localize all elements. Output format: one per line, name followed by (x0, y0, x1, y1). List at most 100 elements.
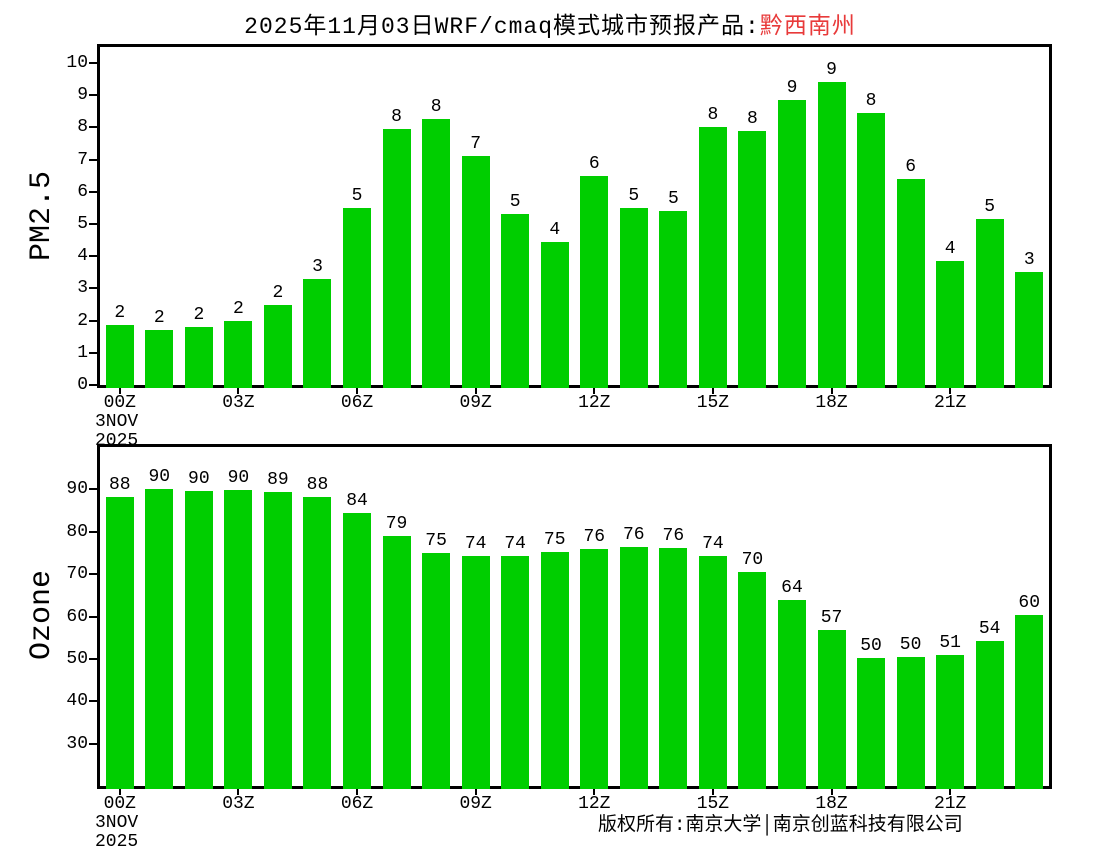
x-axis-tick (356, 789, 359, 795)
y-axis-tick (89, 742, 97, 745)
bar-value-label: 51 (939, 632, 961, 653)
x-axis-tick-label: 12Z (578, 393, 611, 413)
bar (501, 214, 530, 388)
y-axis-tick (89, 615, 97, 618)
y-axis-tick-label: 10 (66, 53, 88, 74)
bar (817, 630, 846, 789)
bar-value-label: 2 (153, 308, 165, 329)
bar-value-label: 64 (781, 577, 803, 598)
bar-value-label: 5 (667, 189, 679, 210)
y-axis-tick-label: 70 (66, 564, 88, 585)
y-axis-tick (89, 319, 97, 322)
bar-value-label: 76 (623, 525, 645, 545)
y-axis-tick-label: 0 (77, 375, 88, 395)
bar-value-label: 7 (470, 134, 482, 155)
bar-value-label: 90 (227, 468, 250, 489)
x-axis-tick-label: 00Z (103, 794, 136, 814)
y-axis-tick (89, 287, 97, 290)
x-axis-tick-label: 18Z (815, 794, 848, 814)
bar (382, 535, 411, 789)
bar (1015, 272, 1044, 388)
bar (184, 491, 213, 789)
bar-value-label: 8 (391, 107, 402, 128)
pm25-chart: 0 1 2 3 4 5 6 7 8 9 10 00Z 03Z 06Z 09Z 12Z 15Z 18Z 21Z 3NOV… (66, 44, 1052, 450)
y-axis-tick-label: 2 (77, 310, 88, 331)
bar-value-label: 70 (741, 550, 764, 570)
x-axis-tick-label: 18Z (815, 393, 848, 413)
x-axis-date-label: 3NOV (95, 813, 139, 833)
bar (975, 219, 1004, 388)
x-axis-tick-label: 03Z (222, 393, 255, 413)
bar (580, 175, 609, 388)
x-axis-tick (830, 789, 833, 795)
bar (303, 497, 332, 789)
bar-value-label: 5 (351, 185, 363, 206)
y-axis-tick (89, 384, 97, 386)
bar (501, 556, 530, 789)
title-region: 黔西南州 (759, 14, 856, 40)
y-axis-tick-label: 5 (77, 214, 88, 235)
bar-value-label: 3 (312, 256, 323, 277)
bar (184, 327, 213, 388)
bar (896, 656, 925, 789)
bar-value-label: 9 (826, 60, 837, 81)
bar (105, 497, 134, 789)
x-axis-tick-label: 06Z (340, 794, 374, 814)
y-axis-tick-label: 8 (77, 117, 88, 138)
y-axis-tick-label: 1 (77, 342, 88, 363)
x-axis-tick (356, 388, 359, 394)
bar (422, 119, 451, 388)
x-axis-tick-label: 15Z (696, 794, 730, 814)
x-axis-date-label: 3NOV (95, 412, 139, 432)
x-axis-tick (593, 789, 596, 795)
x-axis-tick (711, 789, 714, 795)
bar (461, 156, 490, 388)
bar-value-label: 90 (188, 469, 210, 490)
x-axis-date-label: 2025 (95, 832, 139, 850)
bar (936, 654, 965, 789)
bar-value-label: 2 (114, 303, 126, 324)
bar-value-label: 76 (583, 526, 606, 547)
bar-value-label: 84 (346, 490, 368, 511)
y-axis-tick (89, 190, 97, 193)
x-axis-tick-label: 09Z (459, 794, 492, 814)
bar-value-label: 5 (984, 197, 996, 218)
bar-value-label: 2 (232, 298, 244, 319)
bar-value-label: 75 (425, 530, 447, 551)
y-axis-tick-label: 3 (77, 278, 88, 299)
bar-value-label: 57 (820, 608, 843, 629)
bar (343, 512, 372, 789)
bar (263, 304, 292, 388)
x-axis-tick (118, 388, 121, 394)
x-axis-tick-label: 09Z (459, 393, 492, 413)
x-axis-tick (593, 388, 596, 394)
bar (659, 548, 688, 789)
bar-value-label: 88 (306, 475, 329, 496)
y-axis-tick (89, 255, 97, 258)
bar (540, 241, 569, 388)
bar-value-label: 5 (509, 192, 521, 213)
y-axis-tick-label: 90 (66, 479, 88, 500)
copyright-text: 版权所有:南京大学│南京创蓝科技有限公司 (598, 814, 963, 836)
y-axis-tick (89, 126, 97, 129)
bar (619, 207, 648, 388)
y-axis-tick-label: 40 (66, 691, 88, 712)
bar (857, 657, 886, 789)
bar-value-label: 6 (588, 153, 600, 174)
title-text: 2025年11月03日WRF/cmaq模式城市预报产品: (244, 14, 760, 40)
bar-value-label: 90 (148, 466, 171, 487)
x-axis-tick (949, 789, 952, 795)
bar (817, 82, 846, 388)
y-axis-tick-label: 60 (66, 606, 88, 627)
bar (896, 178, 925, 388)
bar (698, 127, 727, 388)
y-axis-tick (89, 158, 97, 161)
bar (777, 100, 806, 388)
y-axis-tick (89, 657, 97, 660)
bar (224, 490, 253, 789)
x-axis-tick-label: 21Z (933, 393, 967, 413)
x-axis-tick-label: 12Z (578, 794, 611, 814)
y-axis-tick-label: 50 (66, 648, 88, 669)
bar (263, 491, 292, 789)
